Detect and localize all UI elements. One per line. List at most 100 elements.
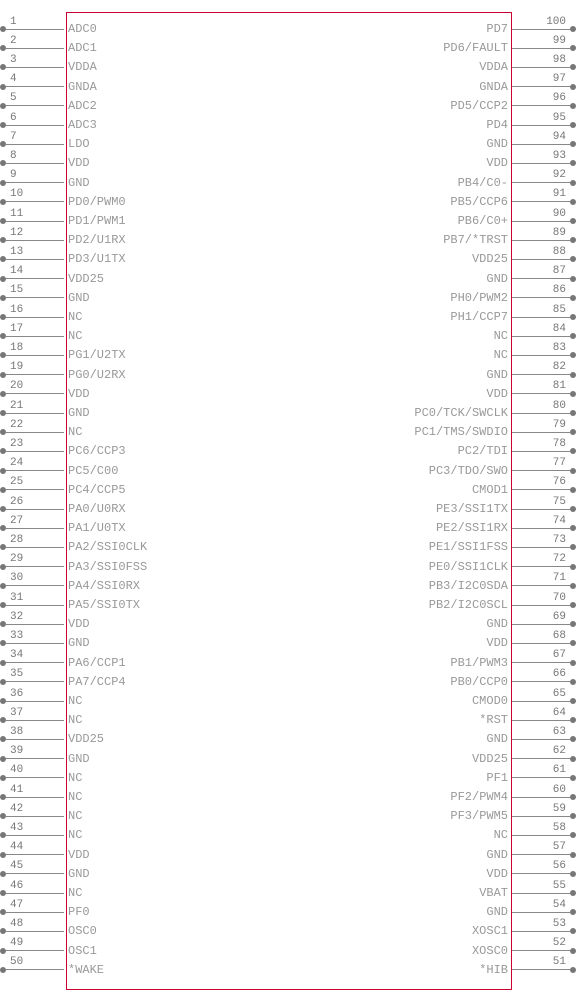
pin-number: 54 xyxy=(553,899,566,911)
pin-number: 30 xyxy=(10,572,23,584)
pin-label: PF0 xyxy=(64,905,94,919)
pin-lead: 31 xyxy=(6,605,64,606)
pin-number: 75 xyxy=(553,496,566,508)
pin-lead: 51 xyxy=(512,969,570,970)
pin-label: PC0/TCK/SWCLK xyxy=(410,406,512,420)
pin-number: 29 xyxy=(10,553,23,565)
pin-lead: 40 xyxy=(6,777,64,778)
pin-dot xyxy=(570,602,576,608)
pin-lead: 46 xyxy=(6,893,64,894)
pin-lead: 18 xyxy=(6,355,64,356)
pin-number: 90 xyxy=(553,208,566,220)
pin-label: PD5/CCP2 xyxy=(446,99,512,113)
pin-dot xyxy=(570,218,576,224)
pin-lead: 23 xyxy=(6,451,64,452)
pin-number: 6 xyxy=(10,112,17,124)
pin-dot xyxy=(570,26,576,32)
pin-label: PB7/*TRST xyxy=(439,233,512,247)
pin-lead: 48 xyxy=(6,931,64,932)
pin-number: 41 xyxy=(10,784,23,796)
pin-dot xyxy=(570,967,576,973)
pin-number: 9 xyxy=(10,169,17,181)
pin-dot xyxy=(570,698,576,704)
pin-label: GND xyxy=(64,752,94,766)
pin-label: VDD25 xyxy=(64,732,108,746)
pin-label: PD6/FAULT xyxy=(439,41,512,55)
pin-label: PD4 xyxy=(482,118,512,132)
pin-label: PB2/I2C0SCL xyxy=(425,598,512,612)
pin-dot xyxy=(570,352,576,358)
pin-number: 62 xyxy=(553,745,566,757)
pin-number: 38 xyxy=(10,726,23,738)
pin-number: 37 xyxy=(10,707,23,719)
pin-label: PF3/PWM5 xyxy=(446,809,512,823)
pin-label: XOSC1 xyxy=(468,924,512,938)
pin-number: 50 xyxy=(10,956,23,968)
pin-number: 82 xyxy=(553,361,566,373)
pin-lead: 27 xyxy=(6,528,64,529)
pin-label: VBAT xyxy=(475,886,512,900)
pin-dot xyxy=(570,333,576,339)
pin-label: NC xyxy=(490,348,512,362)
pin-row: 80PC0/TCK/SWCLK xyxy=(410,404,576,422)
pin-number: 99 xyxy=(553,35,566,47)
pin-number: 10 xyxy=(10,188,23,200)
pin-label: GNDA xyxy=(475,80,512,94)
pin-number: 49 xyxy=(10,937,23,949)
pin-label: PE2/SSI1RX xyxy=(432,521,512,535)
pin-number: 48 xyxy=(10,918,23,930)
pin-label: PA5/SSI0TX xyxy=(64,598,144,612)
pin-label: PE3/SSI1TX xyxy=(432,502,512,516)
pin-lead: 65 xyxy=(512,701,570,702)
pin-label: NC xyxy=(64,310,86,324)
pin-number: 61 xyxy=(553,764,566,776)
pin-label: VDDA xyxy=(475,60,512,74)
pin-label: *RST xyxy=(475,713,512,727)
pin-lead: 34 xyxy=(6,662,64,663)
pin-label: GND xyxy=(64,406,94,420)
pin-dot xyxy=(570,775,576,781)
pin-label: GND xyxy=(64,636,94,650)
pin-label: CMOD0 xyxy=(468,694,512,708)
pin-lead: 25 xyxy=(6,489,64,490)
pin-number: 76 xyxy=(553,476,566,488)
pin-label: PA3/SSI0FSS xyxy=(64,560,151,574)
pin-lead: 85 xyxy=(512,317,570,318)
pin-label: ADC2 xyxy=(64,99,101,113)
pin-number: 2 xyxy=(10,35,17,47)
pin-label: VDD xyxy=(482,867,512,881)
pin-lead: 71 xyxy=(512,585,570,586)
pin-lead: 19 xyxy=(6,374,64,375)
pin-lead: 92 xyxy=(512,182,570,183)
pin-number: 34 xyxy=(10,649,23,661)
pin-lead: 2 xyxy=(6,48,64,49)
pin-label: NC xyxy=(64,828,86,842)
pin-lead: 47 xyxy=(6,912,64,913)
pin-dot xyxy=(570,832,576,838)
pin-lead: 89 xyxy=(512,240,570,241)
pin-lead: 38 xyxy=(6,739,64,740)
pin-lead: 96 xyxy=(512,105,570,106)
pin-number: 21 xyxy=(10,400,23,412)
pin-lead: 99 xyxy=(512,48,570,49)
pin-lead: 24 xyxy=(6,470,64,471)
pin-lead: 21 xyxy=(6,413,64,414)
pin-number: 58 xyxy=(553,822,566,834)
pin-label: *WAKE xyxy=(64,963,108,977)
pin-number: 20 xyxy=(10,380,23,392)
pin-number: 35 xyxy=(10,668,23,680)
pin-dot xyxy=(570,871,576,877)
pin-label: PB5/CCP6 xyxy=(446,195,512,209)
pin-label: NC xyxy=(64,713,86,727)
pin-lead: 83 xyxy=(512,355,570,356)
pin-dot xyxy=(570,180,576,186)
pin-label: PC2/TDI xyxy=(454,444,512,458)
pin-number: 19 xyxy=(10,361,23,373)
pin-label: OSC0 xyxy=(64,924,101,938)
pin-row: 50*WAKE xyxy=(0,961,108,979)
pin-number: 72 xyxy=(553,553,566,565)
pin-number: 59 xyxy=(553,803,566,815)
pin-dot xyxy=(570,103,576,109)
pin-lead: 43 xyxy=(6,835,64,836)
pin-number: 65 xyxy=(553,688,566,700)
